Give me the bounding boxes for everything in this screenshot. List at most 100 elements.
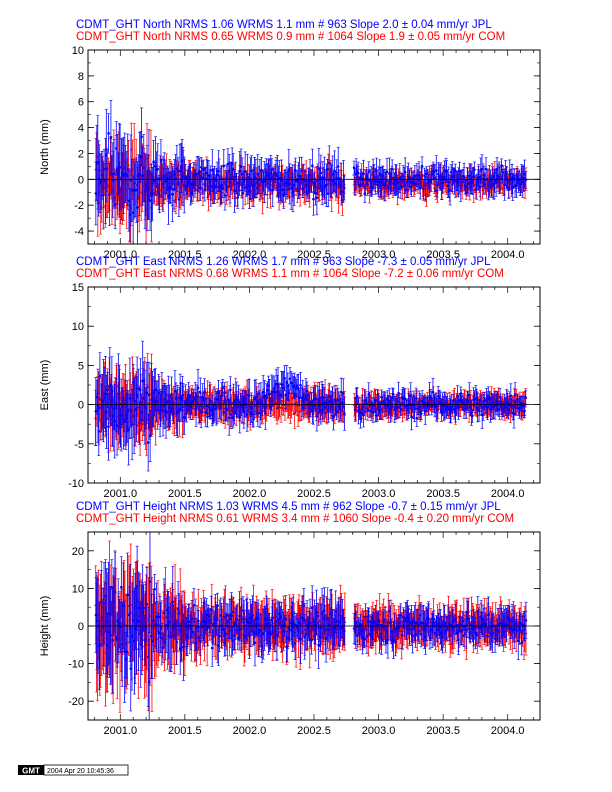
data-point	[160, 176, 163, 180]
data-point	[205, 390, 209, 394]
data-point	[114, 147, 118, 150]
data-point	[404, 188, 408, 192]
data-point	[156, 167, 160, 171]
data-point	[460, 189, 464, 192]
x-tick-label: 2003.0	[362, 249, 396, 261]
data-point	[247, 184, 250, 187]
data-point	[410, 180, 413, 184]
data-point	[511, 185, 515, 189]
data-point	[466, 182, 470, 185]
data-point	[198, 170, 201, 174]
data-point	[220, 183, 223, 187]
data-point	[313, 181, 316, 185]
data-point	[441, 181, 444, 185]
data-point	[316, 179, 319, 183]
data-point	[262, 180, 266, 184]
data-point	[493, 179, 496, 182]
data-point	[184, 176, 187, 179]
data-point	[99, 180, 103, 183]
data-point	[292, 183, 296, 187]
data-point	[181, 175, 185, 178]
data-point	[109, 136, 113, 139]
data-point	[161, 182, 165, 186]
data-point	[186, 180, 189, 184]
data-point	[414, 182, 418, 186]
data-point	[340, 190, 344, 194]
data-point	[118, 166, 122, 169]
data-point	[488, 179, 491, 183]
data-point	[175, 167, 179, 170]
data-point	[243, 170, 247, 173]
y-tick-label: 6	[78, 97, 84, 109]
data-point	[356, 171, 360, 175]
data-point	[524, 178, 528, 182]
data-point	[448, 188, 452, 192]
data-point	[130, 189, 134, 192]
data-point	[196, 172, 200, 176]
data-point	[291, 191, 295, 194]
data-point	[256, 173, 260, 176]
data-point	[389, 180, 393, 183]
data-point	[187, 175, 190, 178]
data-point	[473, 168, 476, 172]
data-point	[403, 170, 407, 174]
data-point	[319, 171, 323, 175]
data-point	[303, 179, 307, 183]
data-point	[363, 192, 367, 195]
series-label-com: CDMT_GHT North NRMS 0.65 WRMS 0.9 mm # 1…	[76, 31, 505, 43]
data-point	[480, 167, 484, 171]
data-point	[147, 173, 151, 176]
data-point	[238, 169, 242, 173]
data-point	[177, 198, 181, 201]
data-point	[131, 211, 135, 214]
data-point	[453, 179, 456, 183]
data-point	[433, 176, 437, 180]
data-point	[336, 165, 340, 168]
data-point	[221, 186, 225, 190]
data-point	[362, 172, 365, 175]
data-point	[108, 193, 111, 196]
data-point	[508, 172, 512, 176]
data-point	[435, 169, 438, 172]
x-tick-label: 2001.5	[168, 249, 202, 261]
data-point	[100, 174, 104, 177]
data-point	[250, 169, 253, 173]
data-point	[165, 179, 168, 183]
y-tick-label: -2	[74, 200, 84, 212]
data-point	[372, 175, 376, 178]
data-point	[333, 169, 336, 173]
data-point	[305, 190, 309, 194]
data-point	[312, 197, 315, 201]
data-point	[398, 176, 402, 180]
data-point	[500, 164, 503, 167]
data-point	[105, 167, 109, 170]
plot-area	[94, 340, 528, 472]
data-point	[357, 183, 361, 187]
data-point	[418, 186, 422, 190]
data-point	[422, 187, 425, 191]
data-point	[342, 186, 346, 190]
data-point	[280, 179, 283, 182]
data-point	[457, 181, 460, 184]
data-point	[107, 132, 110, 135]
data-point	[101, 193, 105, 197]
data-point	[202, 168, 205, 171]
data-point	[424, 184, 427, 188]
data-point	[236, 196, 240, 199]
data-point	[136, 206, 139, 209]
data-point	[113, 203, 117, 206]
data-point	[241, 191, 245, 195]
data-point	[261, 196, 265, 200]
y-axis-label: North (mm)	[39, 119, 51, 175]
data-point	[396, 181, 399, 185]
data-point	[298, 409, 302, 413]
data-point	[110, 173, 113, 176]
data-point	[158, 194, 161, 197]
data-point	[367, 170, 371, 173]
data-point	[235, 182, 238, 185]
data-point	[381, 174, 384, 178]
east-panel: CDMT_GHT East NRMS 1.26 WRMS 1.7 mm # 96…	[39, 256, 541, 500]
data-point	[327, 161, 331, 165]
data-point	[124, 172, 127, 176]
